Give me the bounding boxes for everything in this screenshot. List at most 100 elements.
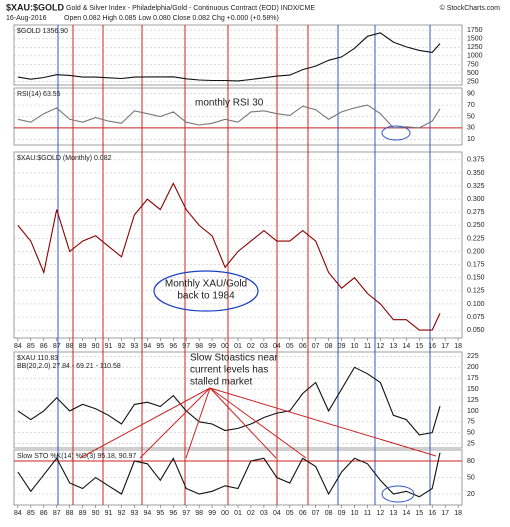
- y-tick-label: 50: [467, 430, 475, 437]
- x-tick-label: 96: [169, 343, 177, 350]
- annotation: current levels has: [190, 365, 268, 376]
- x-tick-label: 17: [441, 343, 449, 350]
- x-tick-label: 13: [389, 510, 397, 517]
- x-tick-label: 97: [182, 510, 190, 517]
- y-tick-label: 500: [467, 70, 479, 77]
- x-tick-label: 16: [428, 510, 436, 517]
- highlight-ellipse: [381, 125, 411, 141]
- x-tick-label: 09: [338, 510, 346, 517]
- y-tick-label: 0.325: [467, 183, 485, 190]
- annotation-arrow: [209, 387, 277, 459]
- annotation-ellipse: [153, 270, 259, 312]
- x-tick-label: 86: [40, 510, 48, 517]
- x-tick-label: 03: [260, 510, 268, 517]
- x-tick-label: 87: [53, 510, 61, 517]
- x-tick-label: 98: [195, 510, 203, 517]
- x-tick-label: 84: [14, 510, 22, 517]
- indicator-label: BB(20,2.0) 27.84 - 69.21 - 110.58: [17, 363, 121, 370]
- x-tick-label: 17: [441, 510, 449, 517]
- annotation-arrow: [139, 387, 211, 459]
- x-tick-label: 06: [299, 343, 307, 350]
- x-tick-label: 89: [79, 510, 87, 517]
- x-tick-label: 01: [234, 343, 242, 350]
- y-tick-label: 30: [467, 125, 475, 132]
- x-tick-label: 02: [247, 343, 255, 350]
- x-tick-label: 97: [182, 343, 190, 350]
- x-tick-label: 85: [27, 343, 35, 350]
- panel-label: $XAU:$GOLD (Monthly) 0.082: [17, 155, 112, 162]
- x-tick-label: 93: [131, 343, 139, 350]
- x-tick-label: 10: [351, 510, 359, 517]
- x-tick-label: 84: [14, 343, 22, 350]
- chart-title: $XAU:$GOLD: [6, 2, 65, 12]
- x-tick-label: 88: [66, 510, 74, 517]
- x-tick-label: 04: [273, 343, 281, 350]
- y-tick-label: 1500: [467, 36, 483, 43]
- x-tick-label: 13: [389, 343, 397, 350]
- quote: Open 0.082 High 0.085 Low 0.080 Close 0.…: [64, 15, 279, 22]
- y-tick-label: 50: [467, 474, 475, 481]
- x-tick-label: 05: [286, 510, 294, 517]
- annotation-arrow: [185, 387, 211, 459]
- series-line: [17, 182, 441, 331]
- x-tick-label: 94: [143, 343, 151, 350]
- x-tick-label: 12: [377, 510, 385, 517]
- y-tick-label: 0.175: [467, 261, 485, 268]
- x-tick-label: 04: [273, 510, 281, 517]
- highlight-ellipse: [381, 485, 415, 503]
- x-tick-label: 15: [415, 343, 423, 350]
- x-tick-label: 00: [221, 510, 229, 517]
- x-tick-label: 06: [299, 510, 307, 517]
- x-tick-label: 98: [195, 343, 203, 350]
- annotation: Slow Stoastics near: [190, 353, 278, 364]
- date: 16-Aug-2016: [6, 15, 47, 22]
- y-tick-label: 1000: [467, 53, 483, 60]
- y-tick-label: 150: [467, 386, 479, 393]
- annotation: monthly RSI 30: [195, 98, 264, 109]
- y-tick-label: 0.300: [467, 196, 485, 203]
- y-tick-label: 50: [467, 113, 475, 120]
- y-tick-label: 0.075: [467, 314, 485, 321]
- panel-label: Slow STO %K(14) %D(3) 95.18, 90.97: [17, 453, 136, 460]
- y-tick-label: 175: [467, 375, 479, 382]
- series-line: [17, 366, 441, 436]
- x-tick-label: 99: [208, 510, 216, 517]
- x-tick-label: 14: [402, 510, 410, 517]
- x-tick-label: 08: [325, 343, 333, 350]
- annotation: stalled market: [190, 377, 252, 388]
- x-tick-label: 89: [79, 343, 87, 350]
- y-tick-label: 0.225: [467, 235, 485, 242]
- x-tick-label: 02: [247, 510, 255, 517]
- y-tick-label: 0.125: [467, 288, 485, 295]
- x-tick-label: 92: [118, 343, 126, 350]
- annotation-arrow: [209, 387, 437, 457]
- y-tick-label: 1750: [467, 27, 483, 34]
- x-tick-label: 00: [221, 343, 229, 350]
- y-tick-label: 0.150: [467, 275, 485, 282]
- series-line: [17, 32, 441, 82]
- y-tick-label: 0.100: [467, 301, 485, 308]
- y-tick-label: 0.200: [467, 248, 485, 255]
- y-tick-label: 0.250: [467, 222, 485, 229]
- panel-frame: [13, 24, 463, 86]
- x-tick-label: 87: [53, 343, 61, 350]
- y-tick-label: 0.375: [467, 157, 485, 164]
- x-tick-label: 85: [27, 510, 35, 517]
- x-tick-label: 18: [454, 343, 462, 350]
- y-tick-label: 10: [467, 136, 475, 143]
- y-tick-label: 80: [467, 458, 475, 465]
- x-tick-label: 16: [428, 343, 436, 350]
- y-tick-label: 90: [467, 91, 475, 98]
- x-tick-label: 14: [402, 343, 410, 350]
- y-tick-label: 1250: [467, 44, 483, 51]
- x-tick-label: 05: [286, 343, 294, 350]
- x-tick-label: 11: [364, 343, 371, 350]
- y-tick-label: 200: [467, 364, 479, 371]
- x-tick-label: 96: [169, 510, 177, 517]
- x-tick-label: 07: [312, 510, 320, 517]
- x-tick-label: 86: [40, 343, 48, 350]
- y-tick-label: 0.350: [467, 170, 485, 177]
- panel-label: $GOLD 1356.90: [17, 28, 68, 35]
- panel-label: RSI(14) 63.55: [17, 91, 61, 98]
